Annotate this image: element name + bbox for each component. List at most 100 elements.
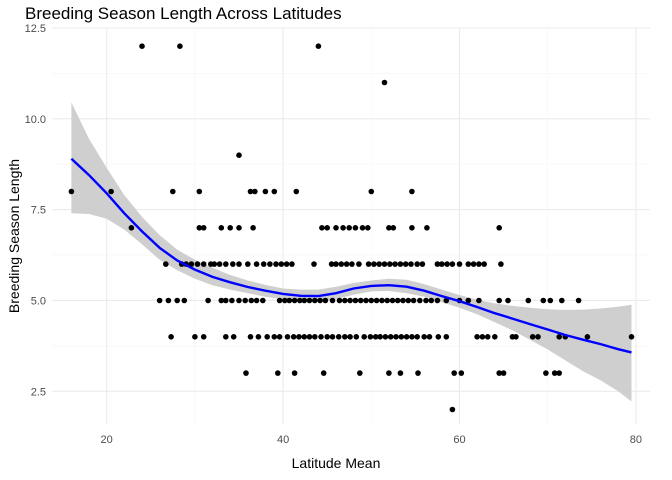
- data-point: [405, 297, 412, 304]
- data-point: [384, 297, 391, 304]
- data-point: [379, 297, 385, 304]
- x-axis-label: Latitude Mean: [291, 455, 381, 471]
- data-point: [291, 370, 298, 376]
- data-point: [414, 334, 421, 340]
- data-point: [236, 225, 242, 231]
- data-point: [424, 225, 430, 231]
- data-point: [371, 261, 377, 267]
- data-point: [253, 297, 260, 304]
- data-point: [434, 261, 441, 267]
- data-point: [357, 370, 363, 376]
- y-tick-label: 7.5: [31, 205, 46, 217]
- x-tick-label: 80: [630, 434, 642, 446]
- data-point: [382, 334, 389, 340]
- data-point: [368, 188, 375, 195]
- data-point: [556, 370, 562, 376]
- chart-title: Breeding Season Length Across Latitudes: [25, 4, 342, 23]
- data-point: [359, 225, 366, 231]
- data-point: [373, 297, 380, 304]
- data-point: [218, 225, 225, 231]
- data-point: [449, 406, 456, 413]
- data-point: [498, 261, 504, 267]
- data-point: [352, 297, 359, 304]
- data-point: [223, 297, 229, 304]
- y-tick-label: 2.5: [31, 386, 46, 398]
- data-point: [397, 370, 404, 376]
- data-point: [551, 370, 558, 376]
- data-point: [188, 261, 195, 267]
- data-point: [381, 79, 388, 86]
- data-point: [492, 334, 498, 340]
- data-point: [408, 261, 414, 267]
- data-point: [347, 334, 353, 340]
- data-point: [426, 334, 433, 340]
- data-point: [333, 261, 339, 267]
- data-point: [315, 43, 322, 49]
- data-point: [340, 225, 346, 231]
- data-point: [223, 334, 229, 340]
- data-point: [419, 261, 426, 267]
- data-point: [397, 261, 404, 267]
- data-point: [200, 334, 207, 340]
- data-point: [443, 297, 450, 304]
- y-tick-label: 5.0: [31, 295, 46, 307]
- data-point: [529, 334, 536, 340]
- data-point: [328, 261, 335, 267]
- data-point: [324, 334, 331, 340]
- data-point: [342, 297, 348, 304]
- data-point: [465, 261, 472, 267]
- data-point: [628, 334, 635, 340]
- data-point: [283, 261, 290, 267]
- data-point: [444, 261, 450, 267]
- data-point: [386, 370, 392, 376]
- data-point: [319, 225, 325, 231]
- data-point: [250, 225, 256, 231]
- data-point: [353, 334, 360, 340]
- data-point: [356, 261, 362, 267]
- data-point: [271, 188, 278, 195]
- data-point: [381, 261, 388, 267]
- data-point: [139, 43, 145, 49]
- data-point: [584, 334, 591, 340]
- data-point: [320, 370, 327, 376]
- data-point: [451, 370, 458, 376]
- data-point: [414, 261, 421, 267]
- data-point: [296, 334, 302, 340]
- data-point: [439, 261, 445, 267]
- data-point: [540, 297, 547, 304]
- data-point: [170, 188, 176, 195]
- data-point: [236, 297, 242, 304]
- data-point: [229, 297, 235, 304]
- data-point: [365, 225, 371, 231]
- data-point: [449, 261, 456, 267]
- data-point: [286, 297, 293, 304]
- data-point: [403, 334, 410, 340]
- data-point: [402, 261, 409, 267]
- data-point: [421, 334, 428, 340]
- data-point: [496, 370, 503, 376]
- data-point: [458, 370, 465, 376]
- data-point: [174, 297, 180, 304]
- smooth-trend-line: [70, 157, 632, 354]
- data-point: [387, 261, 393, 267]
- data-point: [223, 261, 229, 267]
- data-point: [236, 152, 242, 158]
- data-point: [242, 297, 248, 304]
- data-point: [484, 334, 491, 340]
- data-point: [245, 261, 251, 267]
- data-point: [311, 261, 317, 267]
- data-point: [196, 225, 203, 231]
- data-point: [443, 334, 450, 340]
- data-point: [200, 261, 207, 267]
- data-point: [192, 334, 198, 340]
- data-point: [513, 334, 519, 340]
- data-point: [476, 297, 482, 304]
- data-point: [423, 297, 429, 304]
- data-point: [156, 297, 163, 304]
- data-point: [338, 261, 345, 267]
- data-point: [289, 261, 295, 267]
- data-point: [481, 261, 488, 267]
- data-point: [496, 297, 503, 304]
- data-point: [276, 334, 283, 340]
